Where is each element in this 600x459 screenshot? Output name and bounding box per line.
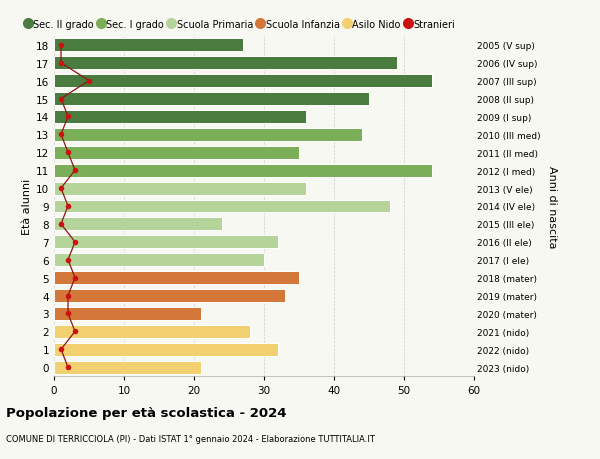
Bar: [54, 75, 432, 88]
Point: [56, 60, 66, 67]
Bar: [54, 200, 390, 213]
Text: Popolazione per età scolastica - 2024: Popolazione per età scolastica - 2024: [6, 406, 287, 419]
Point: [56, 185, 66, 192]
Point: [70, 328, 80, 336]
Legend: Sec. II grado, Sec. I grado, Scuola Primaria, Scuola Infanzia, Asilo Nido, Stran: Sec. II grado, Sec. I grado, Scuola Prim…: [25, 19, 455, 29]
Point: [56, 221, 66, 228]
Point: [63, 149, 73, 157]
Bar: [54, 164, 432, 177]
Point: [63, 203, 73, 210]
Text: COMUNE DI TERRICCIOLA (PI) - Dati ISTAT 1° gennaio 2024 - Elaborazione TUTTITALI: COMUNE DI TERRICCIOLA (PI) - Dati ISTAT …: [6, 434, 375, 443]
Point: [63, 257, 73, 264]
Bar: [54, 129, 362, 141]
Y-axis label: Anni di nascita: Anni di nascita: [547, 165, 557, 248]
Point: [56, 131, 66, 139]
Bar: [54, 361, 201, 374]
Bar: [54, 343, 278, 356]
Point: [56, 346, 66, 353]
Point: [63, 364, 73, 371]
Bar: [54, 146, 299, 159]
Bar: [54, 308, 201, 320]
Point: [56, 42, 66, 49]
Bar: [54, 111, 306, 123]
Bar: [54, 218, 222, 231]
Bar: [54, 182, 306, 195]
Bar: [54, 290, 285, 302]
Point: [70, 274, 80, 282]
Bar: [54, 93, 369, 106]
Bar: [54, 236, 278, 249]
Bar: [54, 272, 299, 285]
Point: [63, 113, 73, 121]
Y-axis label: Età alunni: Età alunni: [22, 179, 32, 235]
Point: [63, 310, 73, 318]
Bar: [54, 39, 243, 52]
Point: [63, 292, 73, 300]
Point: [84, 78, 94, 85]
Point: [70, 167, 80, 174]
Bar: [54, 325, 250, 338]
Point: [70, 239, 80, 246]
Point: [56, 95, 66, 103]
Bar: [54, 254, 264, 267]
Bar: [54, 57, 397, 70]
